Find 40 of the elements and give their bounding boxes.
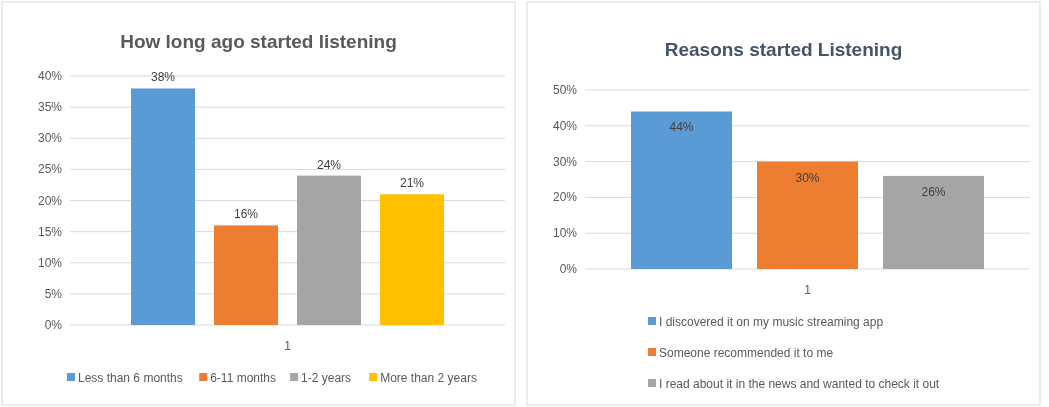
legend-label: 6-11 months xyxy=(210,371,277,385)
y-tick-label: 30% xyxy=(37,131,63,146)
text: 16% xyxy=(233,207,259,222)
y-tick-label: 10% xyxy=(552,226,578,241)
text: 44% xyxy=(669,120,694,135)
y-tick-label: 15% xyxy=(37,224,63,239)
text: 24% xyxy=(316,157,342,172)
x-tick-label: 1 xyxy=(284,339,292,353)
legend-label: More than 2 years xyxy=(380,371,477,385)
bar xyxy=(757,161,858,269)
legend-label: I read about it in the news and wanted to check it out xyxy=(659,377,940,391)
text: 21% xyxy=(399,176,425,191)
y-tick-label: 25% xyxy=(37,162,63,177)
y-tick-label: 50% xyxy=(552,83,578,97)
text: 26% xyxy=(921,184,946,199)
y-tick-label: 20% xyxy=(552,190,578,205)
bar xyxy=(883,175,984,269)
chart-title: Reasons started Listening xyxy=(664,39,903,60)
legend-label: Less than 6 months xyxy=(78,371,183,385)
text: 30% xyxy=(795,170,820,185)
bar xyxy=(297,175,361,325)
y-tick-label: 35% xyxy=(37,100,63,115)
legend-label: I discovered it on my music streaming app xyxy=(659,315,884,329)
y-tick-label: 5% xyxy=(44,286,63,301)
y-tick-label: 30% xyxy=(552,154,578,169)
y-tick-label: 40% xyxy=(37,69,63,83)
y-tick-label: 20% xyxy=(37,193,63,208)
text: 38% xyxy=(150,70,176,85)
x-tick-label: 1 xyxy=(804,283,812,297)
y-tick-label: 0% xyxy=(44,318,63,332)
legend-label: Someone recommended it to me xyxy=(659,346,834,360)
y-tick-label: 10% xyxy=(37,255,63,270)
bar xyxy=(380,194,444,325)
chart-title: How long ago started listening xyxy=(120,31,397,52)
bar xyxy=(631,111,732,269)
y-tick-label: 0% xyxy=(559,262,578,276)
y-tick-label: 40% xyxy=(552,118,578,133)
bar xyxy=(131,88,195,325)
bar xyxy=(214,225,278,325)
legend-label: 1-2 years xyxy=(301,371,352,385)
